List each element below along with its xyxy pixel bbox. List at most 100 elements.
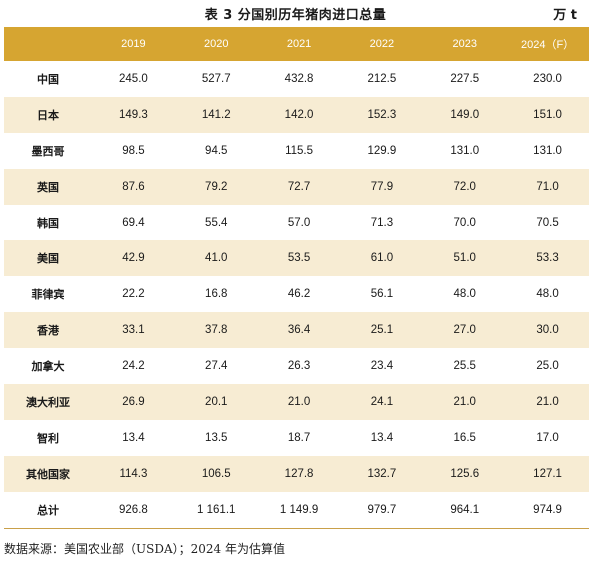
table-cell: 106.5 [174,455,258,492]
table-cell: 926.8 [92,491,175,529]
table-cell: 42.9 [92,240,175,277]
row-label: 香港 [4,312,92,349]
table-cell: 16.8 [205,288,228,301]
table-cell: 13.5 [205,431,228,444]
table-cell: 53.3 [506,240,589,277]
table-cell: 125.6 [423,455,507,492]
table-cell: 48.0 [536,288,559,301]
table-cell: 94.5 [205,144,228,157]
table-cell: 212.5 [367,72,397,85]
table-title: 表 3 分国别历年猪肉进口总量 [204,8,387,23]
header-cell-2021: 2021 [257,27,341,61]
table-cell: 25.5 [453,360,476,373]
table-cell: 55.4 [205,216,228,229]
table-cell: 152.3 [340,96,424,133]
table-cell: 24.1 [340,384,424,420]
table-cell: 151.0 [506,96,589,133]
table-body: 中国 245.0 527.7 432.8 212.5 227.5 230.0 日本 149.3 1… [4,61,589,529]
table-cell: 69.4 [122,216,145,229]
table-cell: 964.1 [423,491,507,529]
table-cell: 132.7 [340,455,424,492]
row-label: 韩国 [37,216,59,230]
table-cell: 71.3 [370,216,394,229]
table-cell: 141.2 [174,96,258,133]
table-cell: 77.9 [340,168,424,205]
table-cell: 71.0 [506,168,589,205]
table-cell: 24.2 [122,360,145,373]
table-cell: 27.4 [205,360,228,373]
table-cell: 13.4 [370,431,394,444]
row-label: 墨西哥 [31,144,65,158]
table-cell: 56.1 [370,288,394,301]
table-cell: 25.1 [340,312,424,349]
table-row: 菲律宾 22.2 16.8 46.2 56.1 48.0 48.0 [4,276,589,312]
table-cell: 26.3 [287,360,311,373]
table-cell: 37.8 [174,312,258,349]
table-cell: 1 149.9 [257,491,341,529]
table-cell: 16.5 [453,431,476,444]
table-row: 日本 149.3 141.2 142.0 152.3 149.0 151.0 [4,96,589,133]
header-cell-2022: 2022 [340,27,424,61]
header-cell-2023: 2023 [423,27,507,61]
header-cell-2020: 2020 [174,27,258,61]
table-cell: 21.0 [506,384,589,420]
table-cell: 36.4 [257,312,341,349]
pork-import-table: 2019 2020 2021 2022 2023 2024（F） 中国 245.0… [4,27,589,529]
table-cell: 98.5 [122,144,145,157]
row-label: 总计 [4,491,92,529]
table-cell: 22.2 [122,288,145,301]
table-cell: 149.3 [92,96,175,133]
table-cell: 131.0 [450,144,480,157]
table-row: 加拿大 24.2 27.4 26.3 23.4 25.5 25.0 [4,348,589,384]
header-cell-2019: 2019 [92,27,175,61]
table-cell: 131.0 [533,144,562,157]
table-cell: 149.0 [423,96,507,133]
table-cell: 142.0 [257,96,341,133]
table-row: 墨西哥 98.5 94.5 115.5 129.9 131.0 131.0 [4,133,589,169]
header-row: 2019 2020 2021 2022 2023 2024（F） [4,27,589,61]
table-cell: 18.7 [287,431,311,444]
table-cell: 13.4 [122,431,145,444]
table-cell: 46.2 [287,288,311,301]
table-cell: 127.8 [257,455,341,492]
table-cell: 17.0 [536,431,559,444]
table-cell: 79.2 [174,168,258,205]
table-row: 美国 42.9 41.0 53.5 61.0 51.0 53.3 [4,240,589,277]
table-row: 英国 87.6 79.2 72.7 77.9 72.0 71.0 [4,168,589,205]
table-row: 其他国家 114.3 106.5 127.8 132.7 125.6 127.1 [4,455,589,492]
table-row: 总计 926.8 1 161.1 1 149.9 979.7 964.1 974.9 [4,491,589,529]
table-row: 香港 33.1 37.8 36.4 25.1 27.0 30.0 [4,312,589,349]
title-bar: 表 3 分国别历年猪肉进口总量 万 t [0,0,591,26]
table-cell: 114.3 [92,455,175,492]
row-label: 美国 [4,240,92,277]
table-cell: 23.4 [370,360,394,373]
table-cell: 21.0 [423,384,507,420]
table-row: 智利 13.4 13.5 18.7 13.4 16.5 17.0 [4,420,589,456]
table-cell: 41.0 [174,240,258,277]
table-cell: 48.0 [453,288,476,301]
table-cell: 72.0 [423,168,507,205]
header-cell-2024f: 2024（F） [506,27,589,61]
table-cell: 33.1 [92,312,175,349]
table-cell: 57.0 [287,216,311,229]
table-cell: 115.5 [285,144,314,157]
header-cell-corner [4,27,92,61]
table-row: 澳大利亚 26.9 20.1 21.0 24.1 21.0 21.0 [4,384,589,420]
table-cell: 127.1 [506,455,589,492]
table-cell: 30.0 [506,312,589,349]
table-cell: 20.1 [174,384,258,420]
table-cell: 87.6 [92,168,175,205]
table-cell: 26.9 [92,384,175,420]
table-row: 韩国 69.4 55.4 57.0 71.3 70.0 70.5 [4,205,589,241]
row-label: 英国 [4,168,92,205]
row-label: 中国 [37,72,59,86]
table-cell: 979.7 [340,491,424,529]
table-cell: 27.0 [423,312,507,349]
table-cell: 227.5 [450,72,480,85]
unit-label: 万 t [553,8,577,23]
table-cell: 129.9 [367,144,397,157]
table-cell: 72.7 [257,168,341,205]
table-cell: 245.0 [119,72,148,85]
row-label: 菲律宾 [31,288,65,302]
source-note: 数据来源：美国农业部（USDA）；2024 年为估算值 [4,542,285,556]
